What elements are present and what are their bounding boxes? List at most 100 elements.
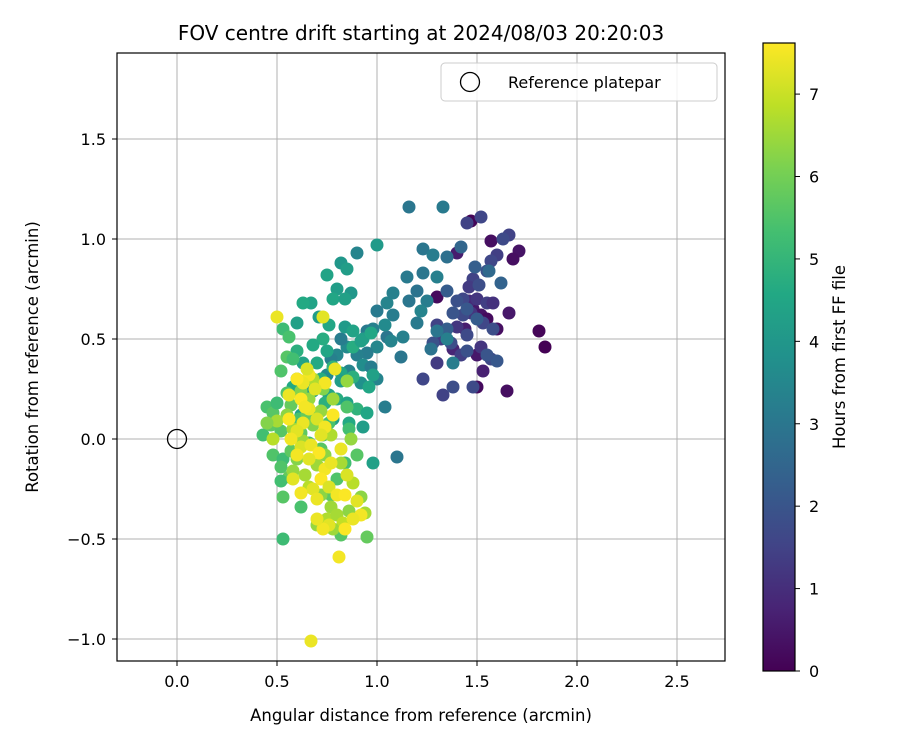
data-point: [290, 448, 304, 462]
data-point: [460, 302, 474, 316]
colorbar-gradient: [763, 43, 795, 671]
data-point: [342, 422, 356, 436]
x-tick-label: 2.5: [664, 672, 689, 691]
data-point: [360, 530, 374, 544]
data-point: [470, 292, 484, 306]
data-point: [260, 416, 274, 430]
data-point: [500, 384, 514, 398]
data-point: [450, 320, 464, 334]
data-point: [402, 294, 416, 308]
legend-marker: [459, 71, 481, 93]
data-point: [360, 346, 374, 360]
colorbar-tick-label: 4: [809, 332, 819, 351]
data-point: [354, 334, 368, 348]
data-point: [304, 634, 318, 648]
data-point: [460, 328, 474, 342]
data-point: [460, 216, 474, 230]
data-point: [436, 200, 450, 214]
colorbar-tick-label: 2: [809, 497, 819, 516]
data-point: [430, 270, 444, 284]
data-point: [320, 268, 334, 282]
y-tick-label: −1.0: [67, 630, 106, 649]
y-tick-label: 0.5: [81, 330, 106, 349]
data-point: [346, 324, 360, 338]
data-point: [276, 490, 290, 504]
data-point: [340, 262, 354, 276]
data-point: [324, 456, 338, 470]
reference-point: [166, 428, 188, 450]
data-point: [294, 486, 308, 500]
data-point: [424, 342, 438, 356]
colorbar-frame: [762, 42, 796, 672]
data-point: [350, 246, 364, 260]
data-point: [338, 488, 352, 502]
data-point: [274, 424, 288, 438]
data-point: [414, 304, 428, 318]
data-point: [298, 468, 312, 482]
data-point: [538, 340, 552, 354]
data-point: [474, 210, 488, 224]
data-point: [378, 400, 392, 414]
data-point: [318, 376, 332, 390]
data-point: [370, 304, 384, 318]
data-point: [394, 350, 408, 364]
data-point: [364, 326, 378, 340]
colorbar-tick-label: 6: [809, 168, 819, 187]
data-point: [276, 532, 290, 546]
data-point: [328, 362, 342, 376]
data-point: [486, 322, 500, 336]
data-point: [440, 322, 454, 336]
data-point: [436, 388, 450, 402]
colorbar-tick-label: 7: [809, 85, 819, 104]
data-point: [306, 338, 320, 352]
data-point: [316, 310, 330, 324]
data-point: [310, 412, 324, 426]
data-point: [298, 400, 312, 414]
data-point: [282, 412, 296, 426]
chart-title: FOV centre drift starting at 2024/08/03 …: [178, 21, 664, 45]
data-point: [472, 278, 486, 292]
data-point: [294, 500, 308, 514]
data-point: [284, 432, 298, 446]
data-point: [282, 330, 296, 344]
x-tick-label: 1.0: [364, 672, 389, 691]
data-point: [440, 250, 454, 264]
data-point: [430, 356, 444, 370]
data-point: [314, 472, 328, 486]
data-point: [330, 472, 344, 486]
colorbar-tick-label: 1: [809, 580, 819, 599]
data-point: [482, 264, 496, 278]
data-point: [286, 472, 300, 486]
reference-marker: [166, 428, 188, 450]
data-point: [490, 354, 504, 368]
grid: [117, 53, 725, 661]
data-point: [340, 468, 354, 482]
data-point: [338, 522, 352, 536]
data-point: [468, 260, 482, 274]
data-point: [370, 238, 384, 252]
data-point: [270, 414, 284, 428]
data-point: [378, 318, 392, 332]
data-point: [300, 362, 314, 376]
y-tick-label: 0.0: [81, 430, 106, 449]
data-point: [338, 292, 352, 306]
data-point: [304, 438, 318, 452]
colorbar-tick-label: 3: [809, 415, 819, 434]
data-point: [344, 432, 358, 446]
data-point: [274, 460, 288, 474]
data-point: [446, 380, 460, 394]
data-point: [360, 406, 374, 420]
data-point: [316, 522, 330, 536]
data-point: [494, 276, 508, 290]
x-tick-label: 0.0: [164, 672, 189, 691]
data-point: [470, 312, 484, 326]
colorbar-label: Hours from first FF file: [830, 265, 849, 449]
data-point: [410, 316, 424, 330]
data-point: [286, 352, 300, 366]
data-point: [310, 356, 324, 370]
data-point: [450, 294, 464, 308]
data-point: [326, 408, 340, 422]
y-tick-label: −0.5: [67, 530, 106, 549]
data-point: [426, 248, 440, 262]
